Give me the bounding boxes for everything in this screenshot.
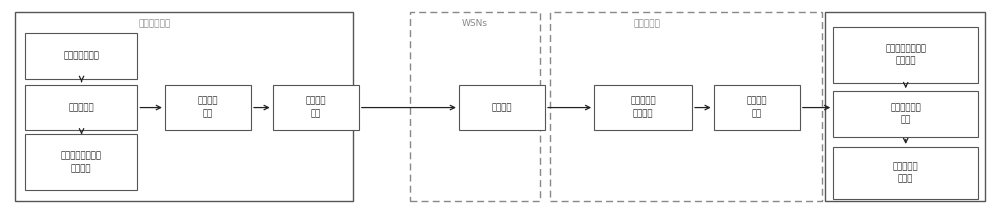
Text: 分发前预
处理: 分发前预 处理 <box>306 97 326 118</box>
Bar <box>833 91 978 137</box>
Text: 代码分发验
证和装配: 代码分发验 证和装配 <box>630 97 656 118</box>
Text: 待更新程序映像: 待更新程序映像 <box>63 51 99 60</box>
Text: 程序映像
增量: 程序映像 增量 <box>747 97 767 118</box>
Bar <box>714 85 800 130</box>
Bar <box>550 12 822 201</box>
Bar <box>25 33 137 79</box>
Text: 运行在节点上的旧
程序映像: 运行在节点上的旧 程序映像 <box>885 44 926 66</box>
Text: 程序映像
增量: 程序映像 增量 <box>198 97 218 118</box>
Bar <box>825 12 985 201</box>
Bar <box>459 85 545 130</box>
Bar <box>833 27 978 83</box>
Bar <box>410 12 540 201</box>
Bar <box>833 147 978 199</box>
Text: 更新好的程
序映像: 更新好的程 序映像 <box>893 162 919 183</box>
Bar <box>594 85 692 130</box>
Bar <box>165 85 251 130</box>
Text: WSNs: WSNs <box>462 19 488 28</box>
Text: 源节点或基站: 源节点或基站 <box>139 19 171 28</box>
Text: 传感器节点: 传感器节点 <box>634 19 660 28</box>
Bar <box>273 85 359 130</box>
Text: 字节级比较: 字节级比较 <box>68 103 94 112</box>
Bar <box>15 12 353 201</box>
Text: 代码分发: 代码分发 <box>492 103 512 112</box>
Text: 映像重编译和
加载: 映像重编译和 加载 <box>890 103 921 124</box>
Bar <box>25 134 137 190</box>
Text: 运行在节点上的旧
程序映像: 运行在节点上的旧 程序映像 <box>61 152 102 173</box>
Bar <box>25 85 137 130</box>
